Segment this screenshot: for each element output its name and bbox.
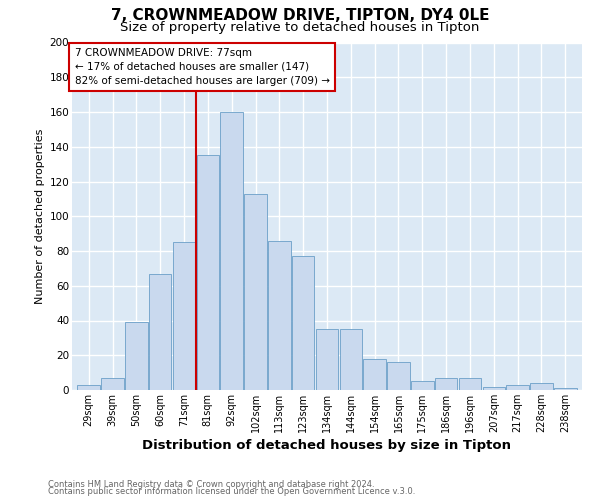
Bar xyxy=(411,382,434,390)
Bar xyxy=(125,322,148,390)
Text: 7, CROWNMEADOW DRIVE, TIPTON, DY4 0LE: 7, CROWNMEADOW DRIVE, TIPTON, DY4 0LE xyxy=(111,8,489,22)
Bar xyxy=(220,112,243,390)
Bar xyxy=(435,378,457,390)
Bar xyxy=(458,378,481,390)
Y-axis label: Number of detached properties: Number of detached properties xyxy=(35,128,46,304)
Bar xyxy=(506,385,529,390)
Bar xyxy=(292,256,314,390)
Text: Size of property relative to detached houses in Tipton: Size of property relative to detached ho… xyxy=(121,21,479,34)
Bar xyxy=(149,274,172,390)
Bar xyxy=(482,386,505,390)
Bar xyxy=(268,240,290,390)
Bar xyxy=(197,156,219,390)
Bar xyxy=(340,329,362,390)
Bar xyxy=(387,362,410,390)
Bar xyxy=(173,242,196,390)
Text: Contains public sector information licensed under the Open Government Licence v.: Contains public sector information licen… xyxy=(48,488,415,496)
Bar xyxy=(530,383,553,390)
Bar xyxy=(101,378,124,390)
X-axis label: Distribution of detached houses by size in Tipton: Distribution of detached houses by size … xyxy=(143,439,511,452)
Bar xyxy=(316,329,338,390)
Bar xyxy=(77,385,100,390)
Bar xyxy=(244,194,267,390)
Text: Contains HM Land Registry data © Crown copyright and database right 2024.: Contains HM Land Registry data © Crown c… xyxy=(48,480,374,489)
Bar xyxy=(554,388,577,390)
Text: 7 CROWNMEADOW DRIVE: 77sqm
← 17% of detached houses are smaller (147)
82% of sem: 7 CROWNMEADOW DRIVE: 77sqm ← 17% of deta… xyxy=(74,48,329,86)
Bar xyxy=(364,358,386,390)
